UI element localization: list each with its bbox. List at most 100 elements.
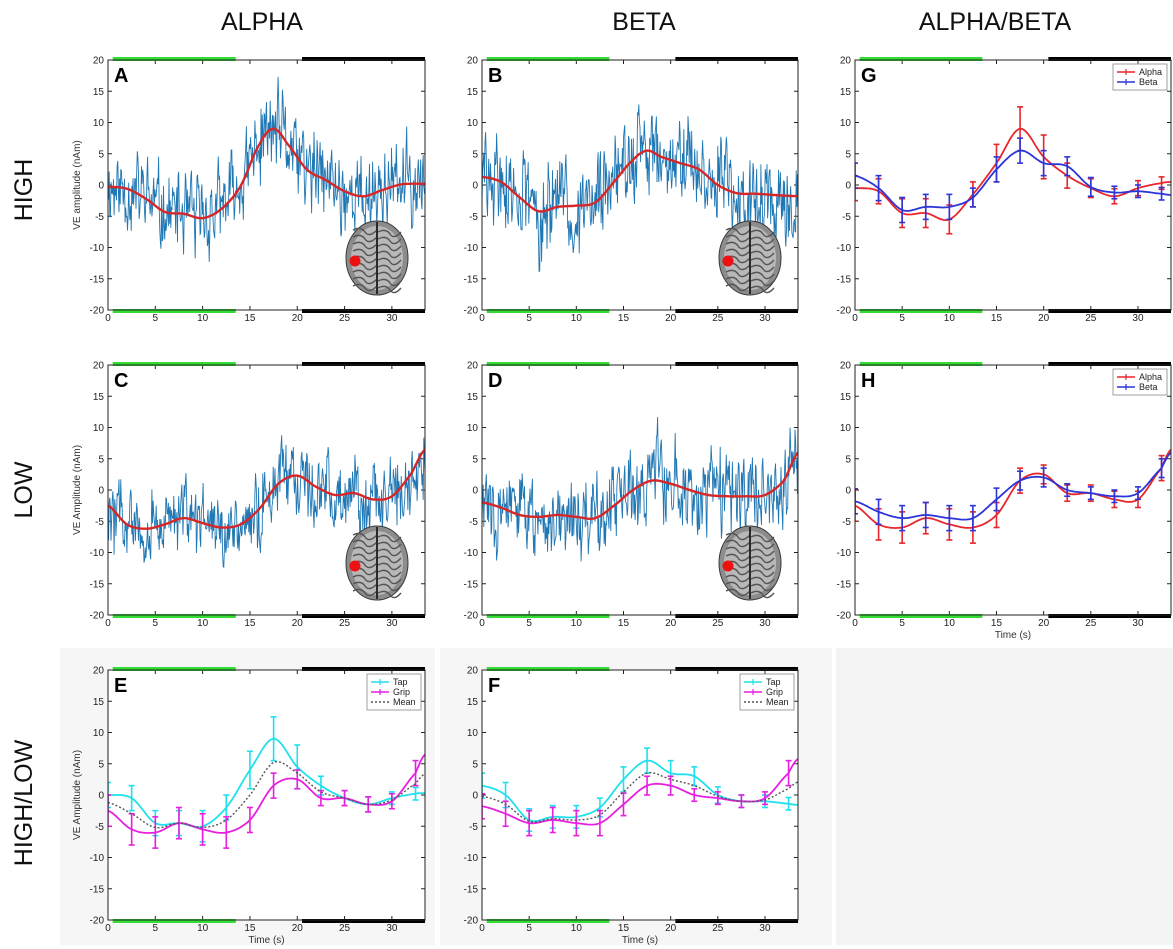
brain-gyrus-right (377, 548, 402, 557)
x-tick-label: 30 (386, 313, 398, 324)
series-line-alpha (855, 127, 1171, 222)
brain-gyrus-left (352, 546, 378, 555)
brain-gyrus-right (750, 569, 775, 578)
y-tick-label: 5 (472, 759, 478, 770)
x-tick-label: 20 (292, 313, 304, 324)
smoothed-trace-a (108, 127, 425, 220)
brain-gyrus-left (725, 276, 751, 285)
y-tick-label: 0 (472, 791, 478, 802)
panel-g: -20 -15 -10 -5 0 5 10 15 20 0 5 10 15 20 25 30 AlphaBeta… (837, 56, 1172, 324)
brain-gyrus-left (725, 546, 751, 555)
y-tick-label: 20 (467, 56, 479, 67)
plot-area (855, 60, 1171, 310)
x-tick-label: 5 (899, 618, 905, 629)
column-title-alpha: ALPHA (221, 8, 303, 36)
plot-frame (481, 364, 799, 616)
y-tick-label: 10 (467, 118, 479, 129)
x-tick-label: 5 (153, 313, 159, 324)
panel-letter-g: G (861, 65, 877, 87)
y-tick-label: 15 (93, 87, 105, 98)
plot-marks (855, 106, 1171, 235)
y-tick-label: -15 (464, 884, 479, 895)
y-tick-label: 20 (840, 361, 852, 372)
x-tick-label: 0 (105, 618, 111, 629)
brain-gyrus-right (750, 257, 775, 266)
y-tick-label: 15 (467, 392, 479, 403)
y-tick-label: 0 (98, 181, 104, 192)
y-tick-label: -20 (837, 611, 852, 622)
legend-label-tap: Tap (766, 677, 781, 687)
y-tick-label: 15 (467, 697, 479, 708)
panel-a: -20 -15 -10 -5 0 5 10 15 20 0 5 10 15 20 25 30 VE amplit… (72, 56, 426, 324)
brain-gyrus-right (750, 590, 775, 599)
brain-source-marker (349, 560, 361, 572)
brain-gyrus-right (750, 562, 775, 571)
y-tick-label: 15 (840, 392, 852, 403)
x-tick-label: 20 (665, 923, 677, 934)
legend-box (1112, 63, 1168, 91)
y-tick-label: 0 (472, 181, 478, 192)
x-tick-label: 20 (1038, 313, 1050, 324)
brain-inset-b (718, 220, 782, 296)
brain-gyrus-left (352, 241, 378, 250)
y-tick-label: 10 (93, 423, 105, 434)
panel-c: -20 -15 -10 -5 0 5 10 15 20 0 5 10 15 20 25 30 VE Amplit… (72, 361, 426, 629)
brain-gyrus-right (377, 243, 402, 252)
brain-gyrus-left (352, 574, 378, 583)
x-tick-label: 25 (339, 923, 351, 934)
y-tick-label: 20 (93, 56, 105, 67)
brain-source-marker (722, 255, 734, 267)
brain-gyrus-right (377, 590, 402, 599)
plot-frame (854, 364, 1172, 616)
brain-gyrus-left (352, 276, 378, 285)
brain-inset-d (718, 525, 782, 601)
panel-letter-c: C (114, 370, 128, 392)
brain-gyrus-right (750, 555, 775, 564)
legend-label-alpha: Alpha (1139, 67, 1162, 77)
y-tick-label: 0 (98, 791, 104, 802)
brain-gyrus-left (352, 234, 378, 243)
y-tick-label: -15 (464, 579, 479, 590)
x-tick-label: 25 (712, 618, 724, 629)
brain-gyrus-left (725, 227, 751, 236)
y-tick-label: 10 (840, 118, 852, 129)
y-tick-label: 0 (472, 486, 478, 497)
y-tick-label: 5 (845, 454, 851, 465)
brain-gyrus-right (750, 278, 775, 287)
x-tick-label: 20 (665, 618, 677, 629)
y-tick-label: 10 (840, 423, 852, 434)
y-tick-label: -20 (464, 306, 479, 317)
x-tick-label: 10 (197, 313, 209, 324)
x-tick-label: 25 (712, 923, 724, 934)
y-tick-label: 5 (472, 149, 478, 160)
y-tick-label: 20 (467, 361, 479, 372)
y-axis-label: VE Amplitude (nAm) (72, 750, 83, 840)
brain-gyrus-right (750, 264, 775, 273)
y-tick-label: 5 (98, 149, 104, 160)
x-tick-label: 10 (944, 618, 956, 629)
y-tick-label: -10 (837, 548, 852, 559)
brain-gyrus-right (377, 264, 402, 273)
x-tick-label: 0 (479, 618, 485, 629)
plot-marks (482, 747, 798, 837)
y-tick-label: -10 (90, 548, 105, 559)
y-tick-label: 10 (467, 423, 479, 434)
brain-gyrus-right (377, 583, 402, 592)
y-tick-label: -10 (837, 243, 852, 254)
brain-gyrus-right (377, 569, 402, 578)
brain-gyrus-right (377, 257, 402, 266)
brain-gyrus-right (750, 541, 775, 550)
y-tick-label: -5 (95, 517, 104, 528)
brain-gyrus-left (352, 588, 378, 597)
x-tick-label: 10 (571, 313, 583, 324)
row-title-high: HIGH (10, 159, 38, 222)
plot-marks (108, 716, 425, 849)
brain-gyrus-left (352, 269, 378, 278)
x-tick-label: 15 (244, 923, 256, 934)
y-tick-label: 15 (840, 87, 852, 98)
x-tick-label: 15 (618, 923, 630, 934)
brain-gyrus-left (725, 248, 751, 257)
brain-gyrus-right (750, 285, 775, 294)
legend-label-tap: Tap (393, 677, 408, 687)
y-tick-label: -15 (837, 579, 852, 590)
